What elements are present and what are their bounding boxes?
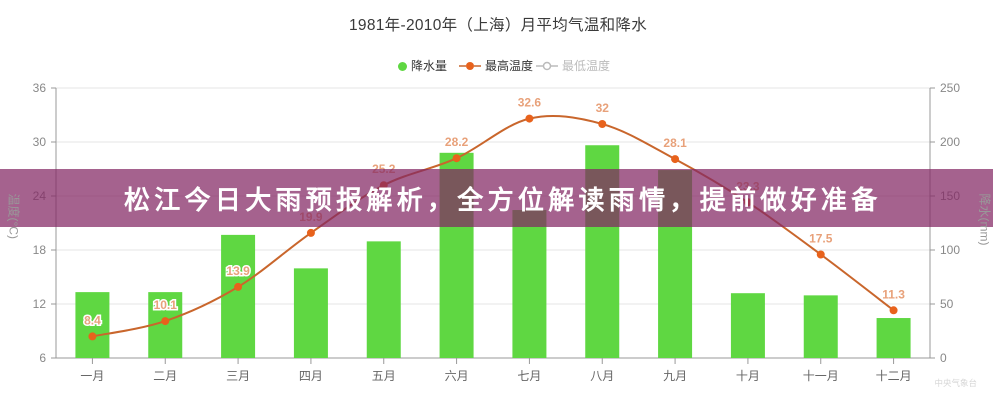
svg-text:8.4: 8.4 — [84, 313, 101, 327]
svg-text:13.9: 13.9 — [226, 264, 250, 278]
svg-text:17.5: 17.5 — [809, 232, 833, 246]
svg-text:250: 250 — [940, 81, 960, 95]
svg-text:100: 100 — [940, 243, 960, 257]
svg-text:28.2: 28.2 — [445, 135, 469, 149]
svg-text:七月: 七月 — [517, 369, 541, 383]
svg-text:6: 6 — [39, 351, 46, 365]
svg-text:二月: 二月 — [153, 369, 177, 383]
svg-text:28.1: 28.1 — [663, 136, 687, 150]
svg-text:六月: 六月 — [445, 369, 469, 383]
svg-text:一月: 一月 — [80, 369, 104, 383]
svg-text:九月: 九月 — [663, 369, 687, 383]
svg-text:32: 32 — [596, 101, 610, 115]
svg-text:50: 50 — [940, 297, 954, 311]
svg-text:十月: 十月 — [736, 369, 760, 383]
svg-text:五月: 五月 — [372, 369, 396, 383]
svg-text:36: 36 — [33, 81, 47, 95]
svg-text:11.3: 11.3 — [882, 287, 905, 301]
svg-text:四月: 四月 — [299, 369, 323, 383]
svg-text:0: 0 — [940, 351, 947, 365]
svg-text:三月: 三月 — [226, 369, 250, 383]
svg-text:八月: 八月 — [590, 369, 614, 383]
svg-text:十二月: 十二月 — [876, 369, 912, 383]
svg-text:12: 12 — [33, 297, 47, 311]
svg-text:32.6: 32.6 — [518, 96, 542, 110]
svg-text:30: 30 — [33, 135, 47, 149]
svg-text:200: 200 — [940, 135, 960, 149]
svg-text:10.1: 10.1 — [154, 298, 178, 312]
svg-text:18: 18 — [33, 243, 47, 257]
svg-text:十一月: 十一月 — [803, 369, 839, 383]
